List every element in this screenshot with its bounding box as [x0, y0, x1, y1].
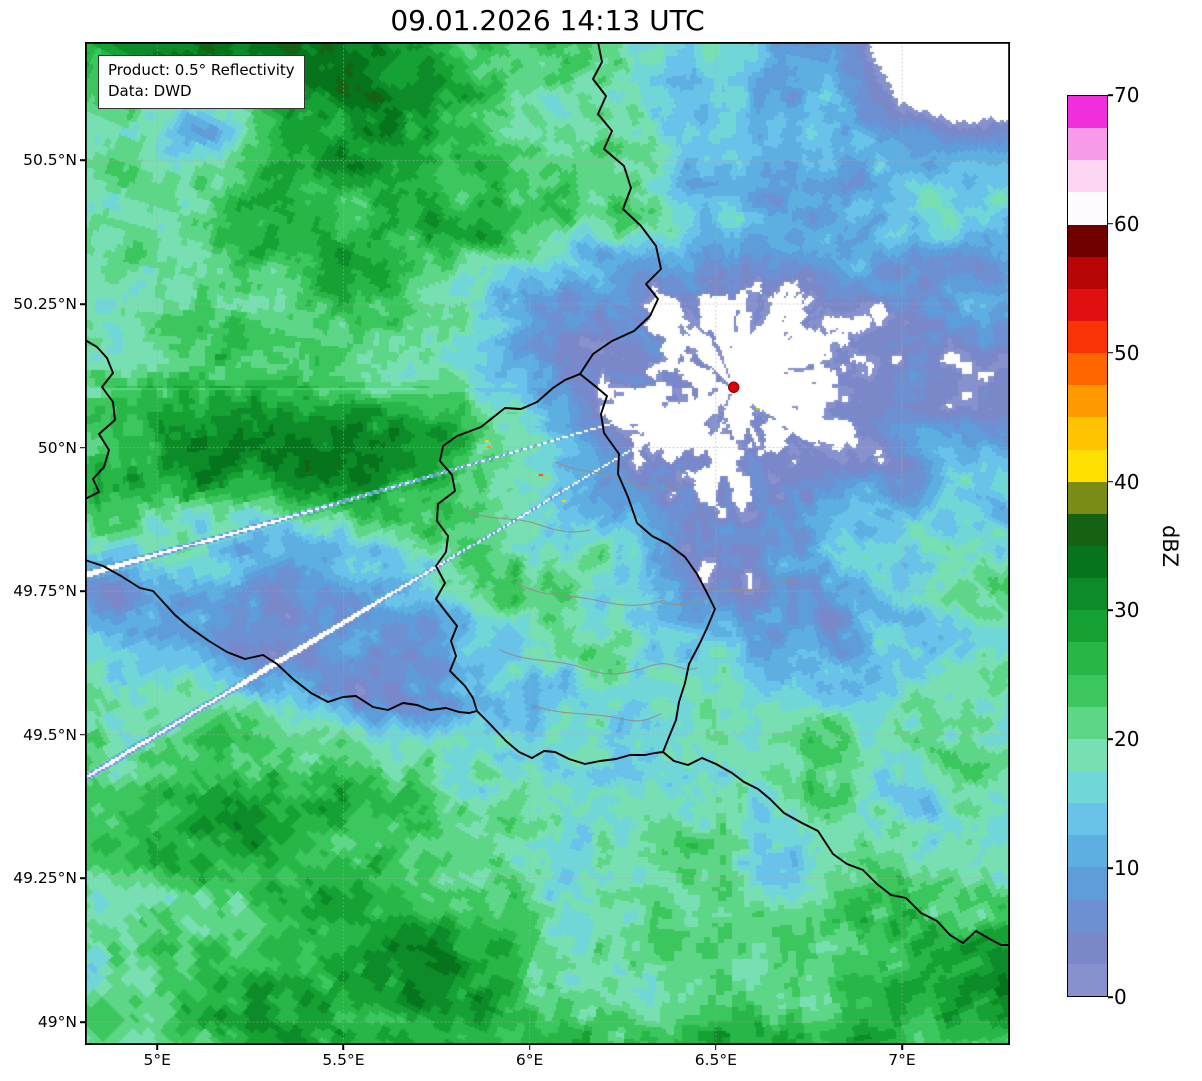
- country-border: [579, 373, 1010, 946]
- district-border: [514, 581, 666, 606]
- colorbar-segment: [1068, 674, 1107, 707]
- colorbar-segment: [1068, 321, 1107, 354]
- colorbar-segment: [1068, 931, 1107, 964]
- colorbar: [1067, 95, 1108, 997]
- reflectivity-field: [85, 42, 1010, 1045]
- y-tick-label: 49.75°N: [13, 582, 77, 601]
- country-border: [85, 339, 116, 500]
- colorbar-segment: [1068, 192, 1107, 225]
- colorbar-segment: [1068, 160, 1107, 193]
- colorbar-tick-mark: [1108, 223, 1113, 225]
- colorbar-segment: [1068, 642, 1107, 675]
- country-border: [85, 559, 478, 714]
- product-label: Product: 0.5° Reflectivity: [108, 61, 295, 79]
- product-info-box: Product: 0.5° Reflectivity Data: DWD: [98, 55, 305, 109]
- colorbar-segment: [1068, 899, 1107, 932]
- x-tick-label: 5.5°E: [322, 1051, 365, 1069]
- colorbar-segment: [1068, 96, 1107, 129]
- district-border: [705, 579, 801, 592]
- y-tick-mark: [80, 159, 85, 162]
- y-tick-mark: [80, 877, 85, 880]
- colorbar-tick-label: 40: [1114, 469, 1140, 494]
- colorbar-tick-label: 10: [1114, 856, 1140, 881]
- colorbar-tick-mark: [1108, 996, 1113, 998]
- colorbar-segment: [1068, 288, 1107, 322]
- y-tick-mark: [80, 1021, 85, 1023]
- x-tick-label: 6.5°E: [694, 1051, 737, 1069]
- colorbar-segment: [1068, 610, 1107, 643]
- y-tick-label: 49.5°N: [23, 725, 77, 744]
- colorbar-segment: [1068, 417, 1107, 450]
- colorbar-tick-mark: [1108, 738, 1113, 741]
- map-area: Product: 0.5° Reflectivity Data: DWD: [85, 42, 1010, 1045]
- colorbar-tick-label: 0: [1114, 985, 1127, 1009]
- colorbar-segment: [1068, 128, 1107, 161]
- y-tick-label: 50.25°N: [13, 294, 77, 313]
- colorbar-unit-label: dBZ: [1158, 524, 1182, 568]
- colorbar-tick-label: 50: [1114, 340, 1140, 365]
- axes-frame: [85, 42, 1010, 1045]
- figure-title: 09.01.2026 14:13 UTC: [390, 4, 705, 37]
- y-tick-label: 50.5°N: [23, 151, 77, 170]
- y-tick-mark: [80, 733, 85, 736]
- y-tick-label: 50°N: [37, 438, 77, 457]
- y-tick-label: 49.25°N: [13, 869, 77, 888]
- colorbar-segment: [1068, 867, 1107, 900]
- x-tick-label: 7°E: [888, 1051, 916, 1069]
- colorbar-segment: [1068, 771, 1107, 804]
- map-overlay: [85, 42, 1010, 1045]
- colorbar-tick-mark: [1108, 609, 1113, 612]
- district-border: [554, 461, 684, 490]
- country-border: [579, 42, 662, 375]
- district-border: [534, 705, 662, 722]
- colorbar-segment: [1068, 546, 1107, 579]
- colorbar-segment: [1068, 449, 1107, 482]
- x-tick-label: 6°E: [515, 1051, 544, 1069]
- colorbar-segment: [1068, 385, 1107, 418]
- district-border: [499, 649, 698, 675]
- x-tick-mark: [342, 1045, 345, 1050]
- colorbar-tick-label: 20: [1114, 727, 1140, 752]
- colorbar-segment: [1068, 963, 1107, 996]
- colorbar-segment: [1068, 256, 1107, 289]
- colorbar-segment: [1068, 738, 1107, 772]
- country-border: [435, 373, 664, 765]
- colorbar-tick-mark: [1108, 94, 1113, 96]
- data-source-label: Data: DWD: [108, 82, 192, 100]
- x-tick-mark: [156, 1045, 159, 1050]
- colorbar-segment: [1068, 803, 1107, 836]
- y-tick-mark: [80, 303, 85, 305]
- x-tick-mark: [528, 1045, 531, 1050]
- colorbar-segment: [1068, 481, 1107, 514]
- x-tick-mark: [901, 1045, 903, 1050]
- y-tick-mark: [80, 446, 85, 449]
- colorbar-segment: [1068, 353, 1107, 386]
- x-tick-label: 5°E: [143, 1051, 171, 1069]
- colorbar-segment: [1068, 706, 1107, 739]
- colorbar-tick-mark: [1108, 480, 1113, 483]
- colorbar-segment: [1068, 224, 1107, 257]
- district-border: [464, 509, 591, 533]
- district-border: [659, 597, 714, 606]
- colorbar-segment: [1068, 513, 1107, 547]
- colorbar-tick-mark: [1108, 867, 1113, 869]
- colorbar-tick-label: 70: [1114, 83, 1140, 107]
- y-tick-label: 49°N: [37, 1013, 77, 1032]
- radar-site-marker: [727, 381, 740, 393]
- colorbar-tick-mark: [1108, 351, 1113, 354]
- colorbar-segment: [1068, 835, 1107, 868]
- x-tick-mark: [715, 1045, 717, 1050]
- y-tick-mark: [80, 590, 85, 592]
- colorbar-tick-label: 30: [1114, 598, 1140, 623]
- colorbar-tick-label: 60: [1114, 211, 1140, 236]
- colorbar-segment: [1068, 578, 1107, 611]
